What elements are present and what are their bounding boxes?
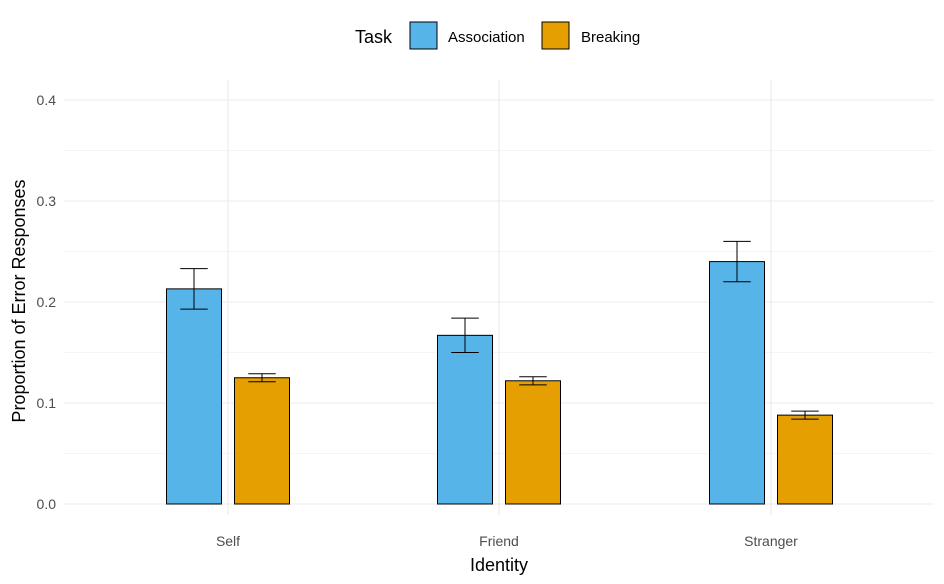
legend: Task Association Breaking [355,21,640,50]
x-tick-label: Stranger [744,533,798,549]
error-bar-association-self [180,268,208,310]
error-bar-breaking-stranger [791,410,819,420]
bar-association-stranger [709,261,765,505]
y-tick-label: 0.0 [37,496,57,512]
y-tick-label: 0.2 [37,294,57,310]
bar-breaking-stranger [777,414,833,505]
legend-swatch-breaking [541,21,570,50]
bar-association-friend [437,334,493,505]
x-axis-ticks: Self Friend Stranger [216,533,798,549]
error-bar-breaking-self [248,373,276,383]
y-tick-label: 0.3 [37,193,57,209]
x-tick-label: Friend [479,533,519,549]
bar-breaking-self [234,377,290,505]
legend-label-breaking: Breaking [581,29,640,46]
x-tick-label: Self [216,533,240,549]
x-axis-title: Identity [470,555,528,575]
legend-label-association: Association [448,29,525,46]
bar-association-self [166,288,222,505]
bars [166,261,833,505]
y-tick-label: 0.1 [37,395,57,411]
error-bar-association-stranger [723,240,751,283]
error-bar-breaking-friend [519,376,547,386]
legend-swatch-association [409,21,438,50]
bar-breaking-friend [505,380,561,505]
error-bars [180,240,819,420]
y-tick-label: 0.4 [37,92,57,108]
y-axis-ticks: 0.0 0.1 0.2 0.3 0.4 [37,92,57,512]
legend-title: Task [355,27,393,47]
error-bar-association-friend [451,317,479,353]
y-axis-title: Proportion of Error Responses [9,179,29,422]
